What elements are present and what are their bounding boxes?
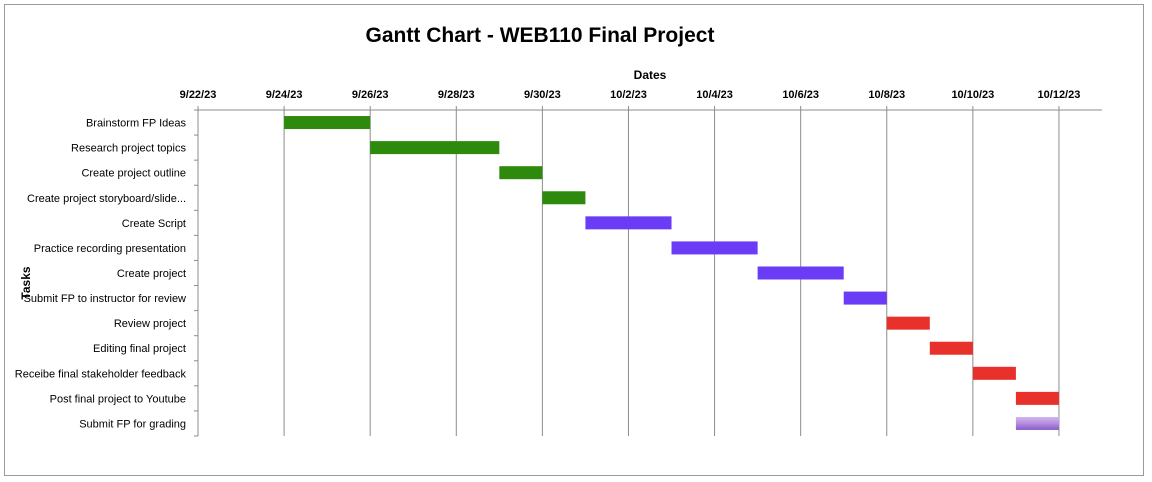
- task-bar: [499, 166, 543, 180]
- task-bar: [886, 316, 930, 330]
- task-bar: [1015, 416, 1059, 430]
- task-bar: [542, 191, 586, 205]
- task-label: Post final project to Youtube: [50, 393, 186, 405]
- task-label: Submit FP for grading: [79, 418, 186, 430]
- x-tick-label: 9/24/23: [266, 89, 303, 101]
- task-label: Receibe final stakeholder feedback: [15, 368, 187, 380]
- x-tick-label: 10/2/23: [610, 89, 647, 101]
- task-bar: [972, 366, 1016, 380]
- task-label: Brainstorm FP Ideas: [86, 118, 187, 130]
- task-label: Review project: [114, 318, 186, 330]
- task-bar: [843, 291, 887, 305]
- x-axis-label: Dates: [633, 68, 667, 82]
- task-label: Create project outline: [81, 168, 186, 180]
- task-bar: [1015, 391, 1059, 405]
- task-bar: [370, 141, 500, 155]
- x-tick-label: 9/28/23: [438, 89, 475, 101]
- x-tick-label: 9/26/23: [352, 89, 389, 101]
- task-label: Create project: [117, 268, 186, 280]
- task-label: Submit FP to instructor for review: [24, 293, 186, 305]
- task-bar: [757, 266, 844, 280]
- task-bar: [284, 116, 371, 130]
- task-label: Editing final project: [93, 343, 186, 355]
- task-bar: [929, 341, 973, 355]
- chart-title: Gantt Chart - WEB110 Final Project: [365, 24, 715, 47]
- x-tick-label: 10/8/23: [868, 89, 905, 101]
- task-label: Create Script: [122, 218, 186, 230]
- task-bar: [671, 241, 758, 255]
- task-bar: [585, 216, 672, 230]
- task-label: Research project topics: [71, 143, 186, 155]
- x-tick-label: 10/10/23: [951, 89, 994, 101]
- x-tick-label: 9/22/23: [180, 89, 217, 101]
- x-tick-label: 10/4/23: [696, 89, 733, 101]
- task-label: Practice recording presentation: [34, 243, 186, 255]
- task-label: Create project storyboard/slide...: [27, 193, 186, 205]
- chart-frame: [4, 4, 1144, 476]
- x-tick-label: 10/6/23: [782, 89, 819, 101]
- x-tick-label: 10/12/23: [1038, 89, 1081, 101]
- x-tick-label: 9/30/23: [524, 89, 561, 101]
